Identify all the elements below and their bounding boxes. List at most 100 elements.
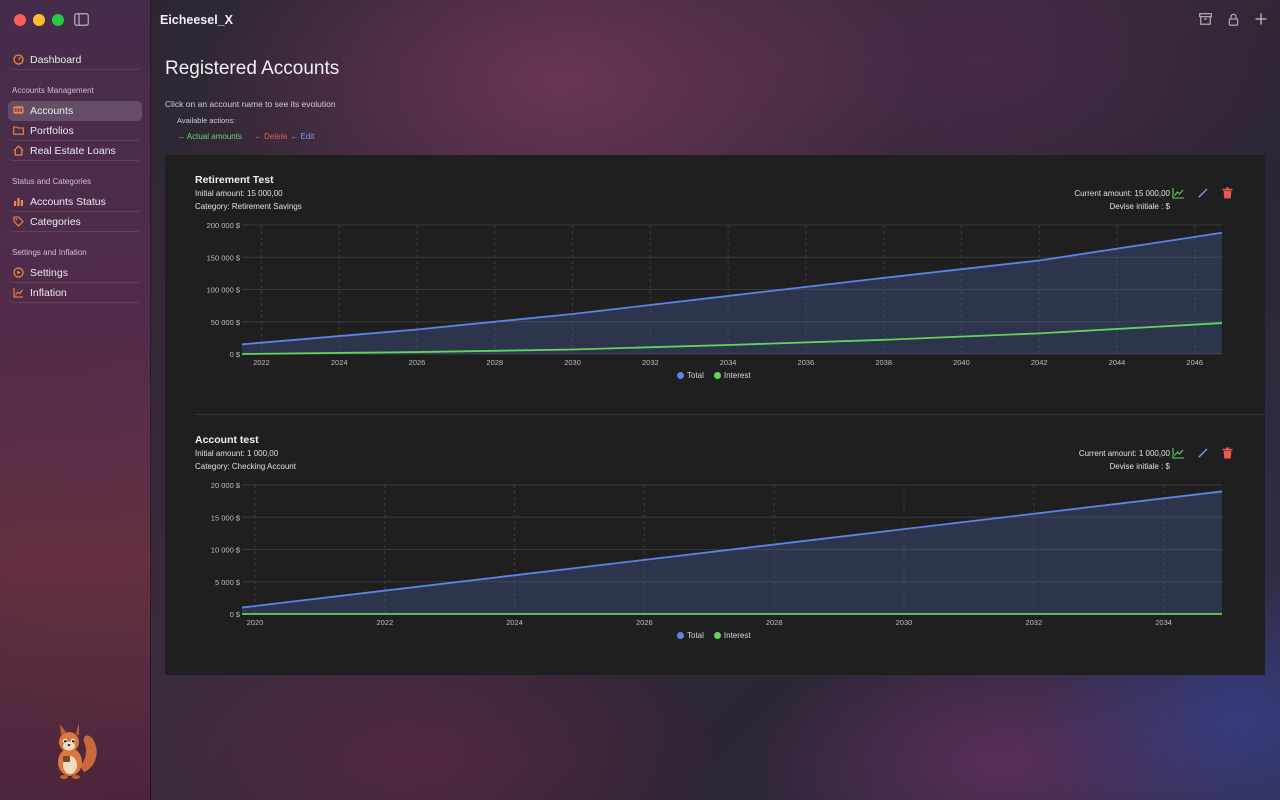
actual-amounts-chart-icon[interactable] [1172,187,1185,200]
folder-icon [13,125,24,136]
sidebar-item-accounts[interactable]: Accounts [8,101,142,121]
x-tick-label: 2032 [1025,618,1042,627]
sidebar-nav: Dashboard Accounts Management Accounts P… [8,50,142,303]
x-tick-label: 2028 [766,618,783,627]
account-category: Category: Retirement Savings [195,201,302,211]
legend-item-total[interactable]: Total [677,371,704,380]
x-tick-label: 2024 [331,358,348,367]
x-tick-label: 2030 [896,618,913,627]
legend-label-interest: Interest [723,371,751,380]
delete-trash-icon[interactable] [1222,447,1235,460]
account-evolution-chart: 200 000 $ 150 000 $ 100 000 $ 50 000 $ 0 $ 20… [207,221,1223,367]
tag-icon [13,216,24,227]
total-area-fill [242,491,1222,614]
account-evolution-chart: 20 000 $ 15 000 $ 10 000 $ 5 000 $ 0 $ 2020 20… [211,481,1223,627]
sidebar: Dashboard Accounts Management Accounts P… [0,0,151,800]
sidebar-item-label: Dashboard [30,53,82,66]
legend-item-interest[interactable]: Interest [713,371,751,380]
delete-trash-icon[interactable] [1222,187,1235,200]
legend-label-total: Total [687,371,704,380]
actions-label: Available actions: [177,116,236,125]
total-area-fill [242,232,1222,354]
x-tick-label: 2026 [409,358,426,367]
page-title: Registered Accounts [165,58,340,79]
window-title: Eicheesel_X [160,13,233,27]
account-name-link[interactable]: Retirement Test [195,174,274,186]
sidebar-item-label: Settings [30,266,68,279]
x-tick-label: 2020 [247,618,264,627]
x-tick-label: 2024 [506,618,523,627]
section-label-settings-inflation: Settings and Inflation [12,248,87,257]
x-tick-label: 2022 [376,618,393,627]
total-series-line [241,231,1223,346]
y-tick-label: 20 000 $ [211,481,241,490]
y-tick-label: 200 000 $ [207,221,241,230]
account-name-link[interactable]: Account test [195,434,259,446]
sidebar-item-label: Inflation [30,286,67,299]
action-actual-amounts: → Actual amounts [177,132,242,141]
action-delete: ← Delete [253,132,288,141]
account-current-amount: Current amount: 1 000,00 [1078,449,1170,458]
y-tick-label: 50 000 $ [211,318,241,327]
x-tick-label: 2034 [1155,618,1172,627]
y-tick-label: 15 000 $ [211,513,241,522]
archive-icon[interactable] [1198,12,1212,26]
legend-dot-total [677,632,684,639]
account-current-info: Current amount: 15 000,00 Devise initial… [1074,188,1170,213]
sidebar-item-accounts-status[interactable]: Accounts Status [8,192,142,212]
window-controls [14,14,64,26]
accounts-panel: Retirement Test Initial amount: 15 000,0… [165,155,1265,675]
edit-pencil-icon[interactable] [1197,187,1210,200]
y-tick-label: 100 000 $ [207,286,241,295]
x-tick-label: 2042 [1031,358,1048,367]
x-tick-label: 2026 [636,618,653,627]
sidebar-item-portfolios[interactable]: Portfolios [8,121,142,141]
legend-item-interest[interactable]: Interest [713,631,751,640]
sidebar-item-inflation[interactable]: Inflation [8,283,142,303]
sidebar-item-label: Accounts Status [30,195,106,208]
sidebar-item-settings[interactable]: Settings [8,263,142,283]
account-actions [1172,187,1235,200]
page-hint: Click on an account name to see its evol… [165,99,336,109]
sidebar-item-categories[interactable]: Categories [8,212,142,232]
section-label-status-categories: Status and Categories [12,177,92,186]
account-current-amount: Current amount: 15 000,00 [1074,189,1170,198]
lock-icon[interactable] [1226,12,1240,26]
y-tick-label: 10 000 $ [211,546,241,555]
actual-amounts-chart-icon[interactable] [1172,447,1185,460]
house-icon [13,145,24,156]
chart-legend: Total Interest [677,371,751,380]
y-tick-label: 150 000 $ [207,253,241,262]
y-tick-label: 0 $ [230,610,241,619]
sidebar-item-real-estate-loans[interactable]: Real Estate Loans [8,141,142,161]
accounts-icon [13,105,24,116]
account-initial-amount: Initial amount: 1 000,00 [195,449,279,458]
add-icon[interactable] [1254,12,1268,26]
chart-legend: Total Interest [677,631,751,640]
legend-dot-total [677,372,684,379]
squirrel-mascot-logo [50,720,100,785]
x-tick-label: 2044 [1109,358,1126,367]
legend-item-total[interactable]: Total [677,631,704,640]
x-tick-label: 2036 [798,358,815,367]
account-category: Category: Checking Account [195,461,296,471]
dashboard-icon [13,54,24,65]
legend-label-total: Total [687,631,704,640]
zoom-window-button[interactable] [52,14,64,26]
sidebar-toggle-icon[interactable] [74,13,89,31]
account-actions [1172,447,1235,460]
sidebar-item-dashboard[interactable]: Dashboard [8,50,142,70]
close-window-button[interactable] [14,14,26,26]
edit-pencil-icon[interactable] [1197,447,1210,460]
actions-legend: → Actual amounts ← Delete ← Edit [177,132,314,141]
account-currency: Devise initiale : $ [1109,461,1170,471]
action-edit: ← Edit [290,132,315,141]
minimize-window-button[interactable] [33,14,45,26]
x-tick-label: 2046 [1186,358,1203,367]
x-tick-label: 2030 [564,358,581,367]
sidebar-item-label: Categories [30,215,81,228]
x-tick-label: 2040 [953,358,970,367]
x-tick-label: 2032 [642,358,659,367]
total-series-line [241,490,1223,609]
y-tick-label: 5 000 $ [215,578,241,587]
